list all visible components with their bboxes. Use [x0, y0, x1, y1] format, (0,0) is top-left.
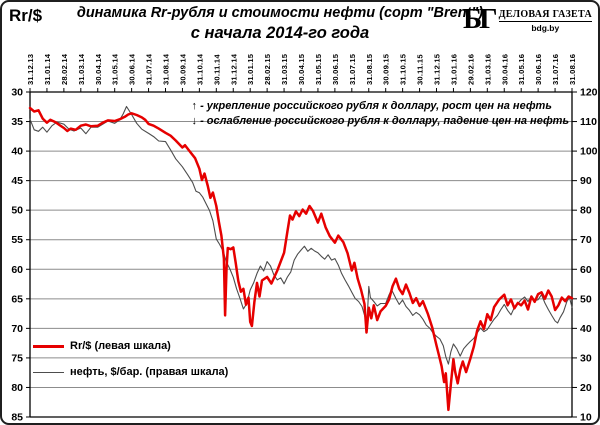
chart-title-line1: динамика Rr-рубля и стоимости нефти (сор…	[76, 5, 484, 21]
right-axis-tick-label: 30	[580, 352, 592, 364]
x-tick-label: 31.08.14	[162, 53, 171, 85]
right-axis-tick-label: 70	[580, 234, 592, 246]
right-axis-tick-label: 80	[580, 205, 592, 217]
left-axis-tick-label: 40	[11, 146, 23, 158]
oil-series-line	[29, 105, 573, 365]
x-tick-label: 31.05.15	[314, 53, 323, 85]
x-tick-label: 31.05.16	[517, 54, 526, 85]
x-tick-label: 29.02.16	[466, 54, 475, 85]
x-tick-label: 31.07.15	[348, 53, 357, 85]
left-axis-tick-label: 60	[11, 264, 23, 276]
x-tick-label: 30.06.14	[128, 53, 137, 85]
chart-title: динамика Rr-рубля и стоимости нефти (сор…	[55, 4, 505, 43]
x-tick-label: 31.08.15	[365, 53, 374, 85]
annotation-line-up: ↑ - укрепление российского рубля к долла…	[191, 100, 552, 112]
x-tick-label: 31.01.15	[246, 53, 255, 85]
x-tick-label: 30.04.16	[500, 54, 509, 85]
logo-site-url: bdg.by	[531, 23, 560, 33]
right-axis-tick-label: 60	[580, 264, 592, 276]
x-tick-label: 31.03.16	[483, 54, 492, 85]
x-tick-label: 31.10.14	[195, 53, 204, 85]
legend: Rr/$ (левая шкала) нефть, $/бар. (правая…	[33, 337, 228, 389]
ruble-series-line	[28, 106, 574, 412]
x-tick-label: 28.02.14	[60, 53, 69, 85]
left-axis-tick-label: 85	[11, 412, 23, 424]
x-tick-label: 30.04.14	[94, 53, 103, 85]
x-tick-label: 30.06.16	[534, 54, 543, 85]
x-tick-label: 31.01.16	[449, 54, 458, 85]
x-tick-label: 31.05.14	[111, 53, 120, 85]
legend-row-ruble: Rr/$ (левая шкала)	[33, 337, 228, 355]
x-tick-label: 31.03.14	[77, 53, 86, 85]
logo-name: ДЕЛОВАЯ ГАЗЕТА	[498, 9, 592, 22]
publisher-logo: БГ ДЕЛОВАЯ ГАЗЕТА bdg.by	[463, 5, 592, 34]
x-tick-label: 31.08.16	[568, 54, 577, 85]
x-tick-label: 31.10.15	[399, 53, 408, 85]
legend-row-oil: нефть, $/бар. (правая шкала)	[33, 363, 228, 381]
right-axis-tick-label: 20	[580, 382, 592, 394]
right-axis-tick-label: 90	[580, 175, 592, 187]
x-tick-label: 31.12.14	[229, 53, 238, 85]
left-axis-unit-label: Rr/$	[9, 6, 43, 25]
legend-label-ruble: Rr/$ (левая шкала)	[70, 340, 171, 352]
left-axis-tick-label: 65	[11, 293, 23, 305]
x-tick-label: 30.09.14	[178, 53, 187, 85]
left-axis-tick-label: 75	[11, 352, 23, 364]
right-axis-tick-label: 40	[580, 323, 592, 335]
left-axis-tick-label: 55	[11, 234, 23, 246]
x-tick-label: 30.11.14	[212, 54, 221, 85]
x-tick-label: 31.03.15	[280, 53, 289, 85]
left-axis-tick-label: 45	[11, 175, 23, 187]
left-axis-tick-label: 70	[11, 323, 23, 335]
logo-monogram: БГ	[462, 3, 498, 35]
right-axis-tick-label: 110	[580, 116, 597, 128]
left-axis-tick-label: 50	[11, 205, 23, 217]
x-tick-label: 30.06.15	[331, 53, 340, 85]
right-axis-tick-label: 100	[580, 146, 598, 158]
left-axis-tick-label: 80	[11, 382, 23, 394]
x-tick-label: 28.02.15	[263, 53, 272, 85]
x-tick-label: 31.01.14	[43, 53, 52, 85]
left-axis-tick-label: 35	[11, 116, 23, 128]
x-tick-label: 31.12.13	[26, 54, 35, 85]
annotation-line-down: ↓ - ослабление российского рубля к долла…	[191, 115, 569, 127]
x-tick-label: 30.09.15	[382, 53, 391, 85]
x-tick-label: 31.07.14	[145, 53, 154, 85]
x-tick-label: 31.12.15	[433, 53, 442, 85]
ruble-line-swatch	[33, 344, 64, 348]
left-axis-tick-label: 30	[11, 87, 23, 99]
oil-line-swatch	[33, 371, 64, 373]
chart-title-line2: с начала 2014-го года	[190, 24, 370, 42]
annotation-box: ↑ - укрепление российского рубля к долла…	[192, 99, 569, 129]
x-tick-label: 31.07.16	[551, 54, 560, 85]
x-tick-label: 30.11.15	[416, 54, 425, 85]
right-axis-tick-label: 50	[580, 293, 592, 305]
legend-label-oil: нефть, $/бар. (правая шкала)	[70, 366, 229, 378]
right-axis-tick-label: 120	[580, 87, 598, 99]
x-tick-label: 30.04.15	[297, 53, 306, 85]
right-axis-tick-label: 10	[580, 412, 592, 424]
